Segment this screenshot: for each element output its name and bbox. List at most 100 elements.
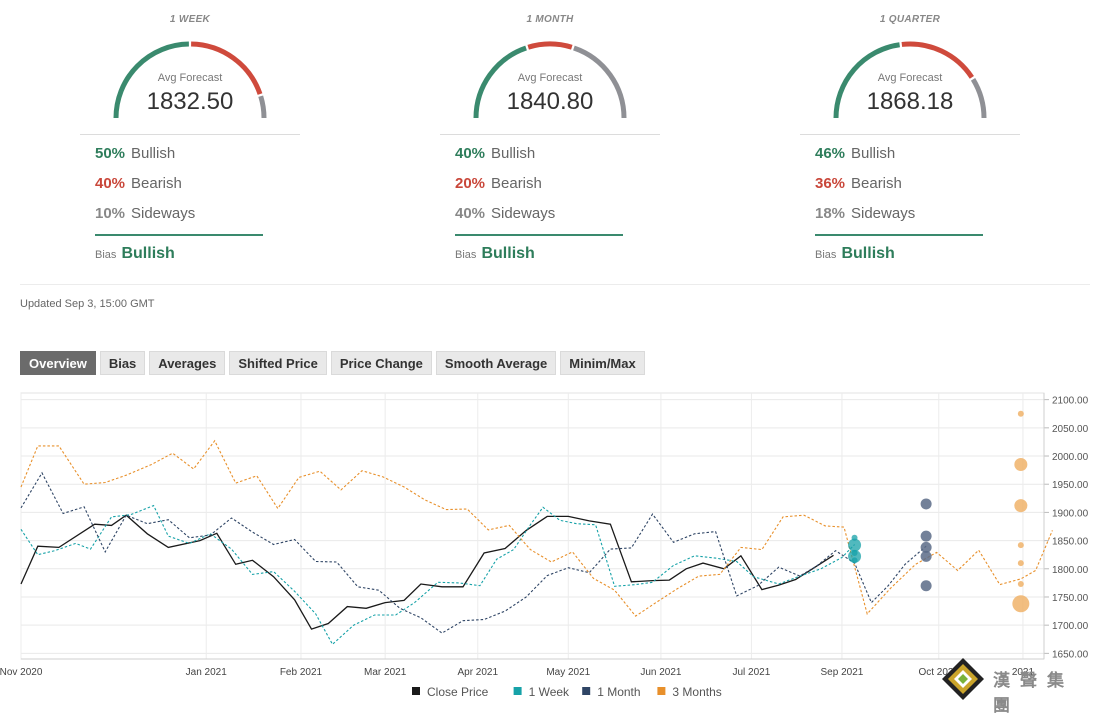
- legend-label: 3 Months: [672, 685, 721, 699]
- stat-sideways: 10% Sideways: [95, 205, 195, 222]
- bearish-pct: 40%: [95, 175, 126, 192]
- x-tick-label: Jun 2021: [640, 667, 682, 678]
- legend-swatch: [412, 687, 420, 695]
- bias-rule: [455, 234, 623, 236]
- bias-value: Bullish: [121, 245, 175, 262]
- forecast-dot-3-months: [1014, 499, 1028, 513]
- forecast-dot-1-month: [920, 498, 932, 510]
- forecast-dot-3-months: [1017, 560, 1024, 567]
- gauge-sideways-arc: [970, 77, 987, 119]
- y-tick-label: 2050.00: [1052, 424, 1089, 435]
- forecast-dot-1-week: [848, 549, 862, 563]
- x-axis: Nov 2020 Jan 2021 Feb 2021 Mar 2021 Apr 2021…: [0, 658, 1044, 678]
- stat-bullish: 50% Bullish: [95, 145, 175, 162]
- gauge-bullish-arc: [833, 42, 900, 119]
- forecast-dot-1-month: [920, 580, 932, 592]
- tab-shifted-price[interactable]: Shifted Price: [229, 351, 327, 375]
- legend-swatch: [657, 687, 666, 695]
- y-tick-label: 2100.00: [1052, 396, 1089, 407]
- panel-title: 1 QUARTER: [879, 14, 941, 25]
- bullish-pct: 46%: [815, 145, 846, 162]
- stat-sideways: 40% Sideways: [455, 205, 555, 222]
- forecast-dot-1-week: [848, 538, 862, 552]
- y-tick-label: 1800.00: [1052, 565, 1089, 576]
- x-tick-label: Oct 2021: [918, 667, 959, 678]
- x-tick-label: Apr 2021: [457, 667, 498, 678]
- y-axis: 2100.00 2050.00 2000.00 1950.00 1900.00 1850.…: [1043, 393, 1089, 660]
- x-tick-label: Jul 2021: [733, 667, 771, 678]
- series-line-3-months: [20, 439, 1053, 617]
- bearish-pct: 20%: [455, 175, 486, 192]
- bias-value: Bullish: [481, 245, 535, 262]
- sideways-label: Sideways: [491, 205, 556, 222]
- y-tick-label: 1650.00: [1052, 649, 1089, 660]
- legend-label: 1 Week: [529, 685, 570, 699]
- avg-forecast-label: Avg Forecast: [877, 72, 943, 84]
- x-tick-label: Feb 2021: [280, 667, 323, 678]
- chart-legend: Close Price 1 Week 1 Month 3 Months: [412, 685, 722, 699]
- bias: Bias Bullish: [95, 245, 175, 263]
- y-tick-label: 1950.00: [1052, 480, 1089, 491]
- forecast-dots: [848, 410, 1030, 613]
- bias-label: Bias: [455, 249, 477, 261]
- series-line-1-month: [20, 471, 927, 634]
- x-tick-label: May 2021: [546, 667, 590, 678]
- bullish-pct: 40%: [455, 145, 486, 162]
- legend-label: 1 Month: [597, 685, 640, 699]
- bias-rule: [815, 234, 983, 236]
- forecast-line-chart: 2100.00 2050.00 2000.00 1950.00 1900.00 1850.…: [0, 392, 1089, 699]
- legend-swatch: [582, 687, 591, 695]
- sideways-label: Sideways: [131, 205, 196, 222]
- sideways-pct: 40%: [455, 205, 486, 222]
- divider: [440, 134, 660, 135]
- tab-minim-max[interactable]: Minim/Max: [560, 351, 645, 375]
- avg-forecast-value: 1832.50: [146, 88, 234, 115]
- legend-swatch: [513, 687, 522, 695]
- bias-label: Bias: [95, 249, 117, 261]
- series-lines: [20, 439, 1053, 646]
- forecast-dot-3-months: [1014, 457, 1028, 471]
- tab-price-change[interactable]: Price Change: [330, 351, 432, 375]
- sentiment-gauge: [113, 41, 267, 119]
- avg-forecast-value: 1840.80: [506, 88, 594, 115]
- bias-label: Bias: [815, 249, 837, 261]
- tab-averages[interactable]: Averages: [149, 351, 226, 375]
- y-tick-label: 1850.00: [1052, 537, 1089, 548]
- x-tick-label: Sep 2021: [821, 667, 864, 678]
- tab-overview[interactable]: Overview: [20, 351, 96, 375]
- bias: Bias Bullish: [815, 245, 895, 263]
- tab-bias[interactable]: Bias: [99, 351, 146, 375]
- gauge-bearish-arc: [191, 41, 263, 95]
- forecast-dot-3-months: [1017, 542, 1024, 549]
- forecast-dot-3-months: [1012, 595, 1030, 613]
- forecast-dot-1-week: [851, 534, 858, 541]
- forecast-dot-1-month: [920, 541, 932, 553]
- tab-smooth-average[interactable]: Smooth Average: [435, 351, 557, 375]
- avg-forecast-label: Avg Forecast: [157, 72, 223, 84]
- panel-title: 1 WEEK: [169, 14, 211, 25]
- series-line-close-price: [20, 514, 834, 630]
- forecast-dot-1-month: [920, 550, 932, 562]
- stat-sideways: 18% Sideways: [815, 205, 915, 222]
- forecast-dot-1-month: [920, 530, 932, 542]
- sentiment-gauge: [473, 41, 627, 119]
- sideways-label: Sideways: [851, 205, 916, 222]
- chart-grid: [20, 392, 1045, 660]
- bias-rule: [95, 234, 263, 236]
- section-divider: [20, 284, 1090, 285]
- y-tick-label: 1900.00: [1052, 508, 1089, 519]
- gauge-bearish-arc: [527, 41, 573, 50]
- series-line-1-week: [20, 504, 855, 646]
- stat-bullish: 40% Bullish: [455, 145, 535, 162]
- bearish-pct: 36%: [815, 175, 846, 192]
- stat-bearish: 20% Bearish: [455, 175, 542, 192]
- gauge-bearish-arc: [901, 41, 974, 79]
- panel-title: 1 MONTH: [526, 14, 574, 25]
- updated-timestamp: Updated Sep 3, 15:00 GMT: [20, 298, 155, 310]
- divider: [80, 134, 300, 135]
- bullish-label: Bullish: [131, 145, 176, 162]
- watermark-logo: 漢聲集團: [938, 656, 1098, 716]
- avg-forecast-label: Avg Forecast: [517, 72, 583, 84]
- bullish-pct: 50%: [95, 145, 126, 162]
- y-tick-label: 1700.00: [1052, 621, 1089, 632]
